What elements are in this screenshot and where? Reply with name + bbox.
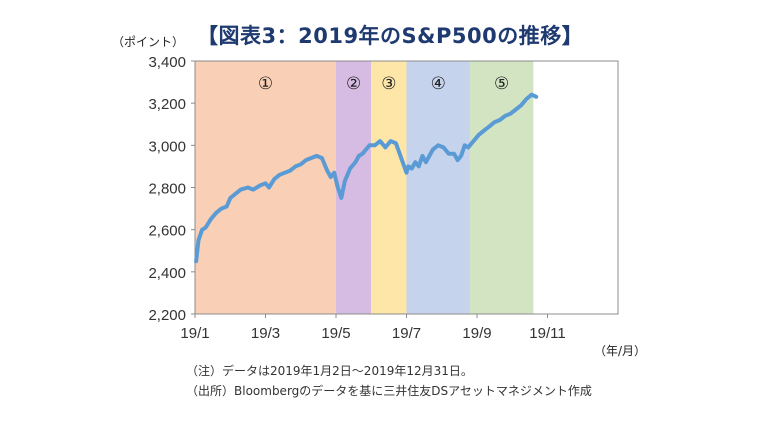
x-tick-label: 19/5 (321, 325, 350, 342)
period-label-4: ④ (431, 74, 446, 94)
period-band-4 (406, 61, 470, 314)
period-band-2 (336, 61, 372, 314)
x-tick-label: 19/7 (392, 325, 421, 342)
data-period-note: （注）データは2019年1月2日～2019年12月31日。 (186, 364, 473, 378)
series-line-1 (194, 92, 539, 264)
period-label-3: ③ (381, 74, 396, 94)
y-tick-label: 2,400 (148, 265, 186, 282)
source-note: （出所）Bloombergのデータを基に三井住友DSアセットマネジメント作成 (186, 384, 592, 398)
period-label-5: ⑤ (494, 74, 509, 94)
y-tick-label: 2,800 (148, 181, 186, 198)
period-label-2: ② (346, 74, 361, 94)
x-tick-label: 19/11 (529, 325, 565, 342)
period-label-1: ① (258, 74, 273, 94)
y-tick-label: 2,200 (148, 307, 186, 324)
y-tick-label: 3,400 (148, 54, 186, 71)
y-tick-label: 3,200 (148, 96, 186, 113)
y-tick-label: 2,600 (148, 223, 186, 240)
period-band-3 (371, 61, 407, 314)
y-tick-label: 3,000 (148, 138, 186, 155)
x-tick-label: 19/3 (251, 325, 280, 342)
x-tick-label: 19/9 (462, 325, 491, 342)
x-axis-unit-label: （年/月） (594, 344, 647, 358)
y-axis-unit-label: （ポイント） (112, 35, 185, 49)
period-band-1 (195, 61, 336, 314)
chart-title: 【図表3：2019年のS&P500の推移】 (197, 24, 584, 48)
x-tick-label: 19/1 (180, 325, 209, 342)
